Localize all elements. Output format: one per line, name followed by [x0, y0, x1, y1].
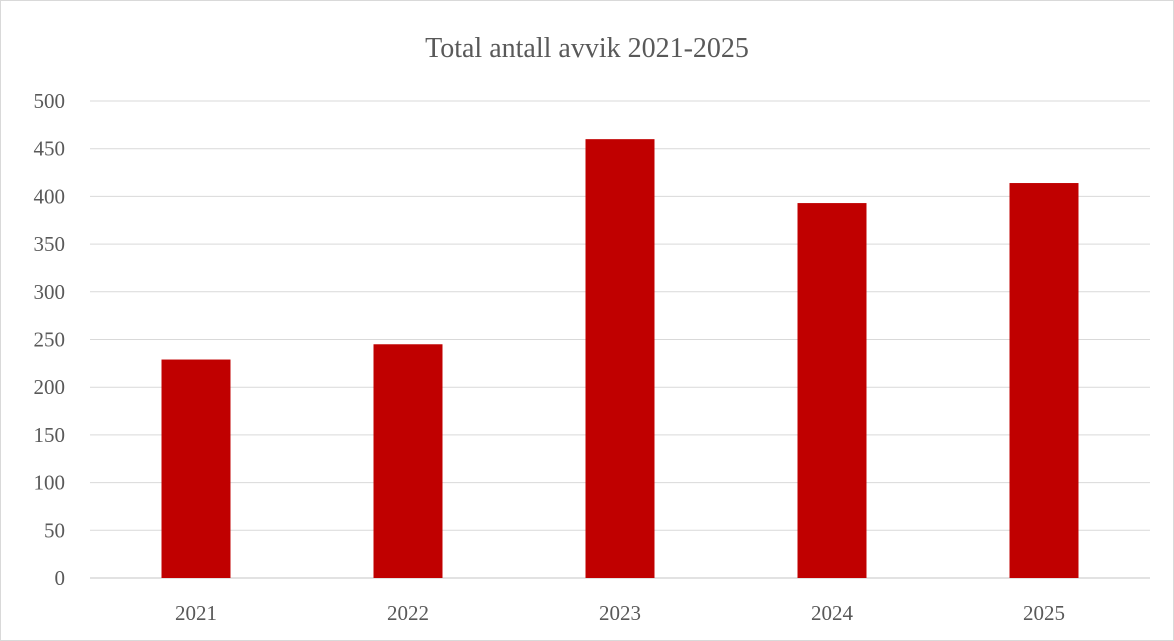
y-tick-label: 350 — [34, 232, 66, 256]
bar-2022 — [373, 344, 443, 578]
chart-title: Total antall avvik 2021-2025 — [425, 33, 749, 64]
bar-2021 — [161, 359, 231, 578]
bar-2023 — [585, 139, 655, 578]
y-tick-label: 50 — [44, 518, 65, 542]
y-tick-label: 200 — [34, 375, 66, 399]
y-tick-label: 400 — [34, 184, 66, 208]
y-axis-labels: 0 50 100 150 200 250 300 350 400 450 500 — [34, 89, 66, 590]
y-tick-label: 100 — [34, 471, 66, 495]
y-tick-label: 450 — [34, 137, 66, 161]
x-tick-label: 2022 — [387, 601, 429, 625]
x-tick-label: 2023 — [599, 601, 641, 625]
x-tick-label: 2021 — [175, 601, 217, 625]
bar-2024 — [797, 203, 867, 578]
y-tick-label: 150 — [34, 423, 66, 447]
y-tick-label: 300 — [34, 280, 66, 304]
bars — [161, 139, 1079, 578]
y-tick-label: 250 — [34, 328, 66, 352]
x-tick-label: 2025 — [1023, 601, 1065, 625]
x-axis-labels: 2021 2022 2023 2024 2025 — [175, 601, 1065, 625]
bar-2025 — [1009, 183, 1079, 578]
y-tick-label: 0 — [55, 566, 66, 590]
x-tick-label: 2024 — [811, 601, 854, 625]
y-tick-label: 500 — [34, 89, 66, 113]
